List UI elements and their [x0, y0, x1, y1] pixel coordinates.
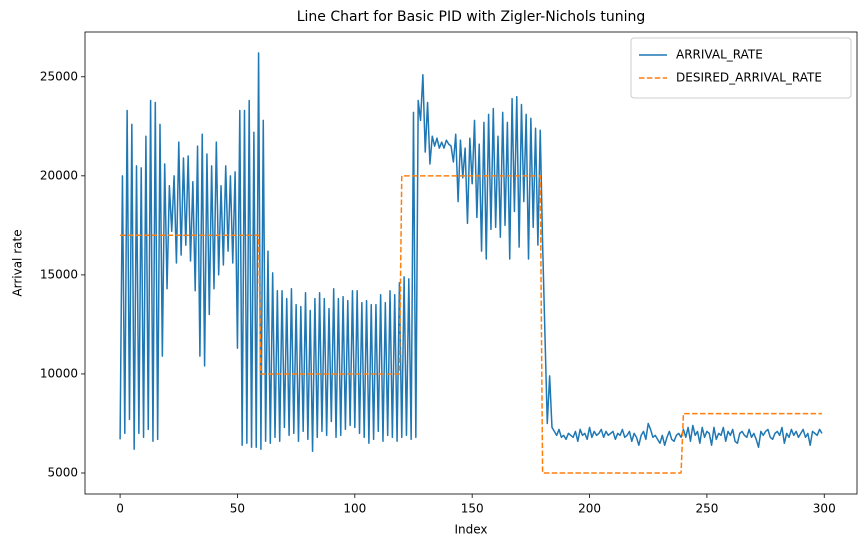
y-axis-label: Arrival rate — [11, 229, 25, 296]
plot-frame — [84, 31, 858, 495]
x-tick-label: 50 — [230, 502, 245, 516]
chart-title: Line Chart for Basic PID with Zigler-Nic… — [297, 9, 646, 25]
y-tick-label: 10000 — [40, 366, 78, 380]
x-tick-label: 100 — [343, 502, 366, 516]
x-tick-label: 150 — [461, 502, 484, 516]
x-tick-label: 200 — [578, 502, 601, 516]
x-axis-label: Index — [454, 523, 487, 537]
x-tick-label: 300 — [813, 502, 836, 516]
y-tick-label: 20000 — [40, 168, 78, 182]
x-tick-label: 250 — [695, 502, 718, 516]
legend-label: ARRIVAL_RATE — [676, 48, 763, 62]
y-tick-label: 5000 — [47, 466, 78, 480]
y-tick-label: 15000 — [40, 267, 78, 281]
y-tick-label: 25000 — [40, 69, 78, 83]
legend-box — [630, 37, 852, 99]
data-line — [120, 175, 822, 474]
legend-label: DESIRED_ARRIVAL_RATE — [676, 71, 822, 85]
x-tick-label: 0 — [116, 502, 124, 516]
data-line — [119, 52, 823, 452]
